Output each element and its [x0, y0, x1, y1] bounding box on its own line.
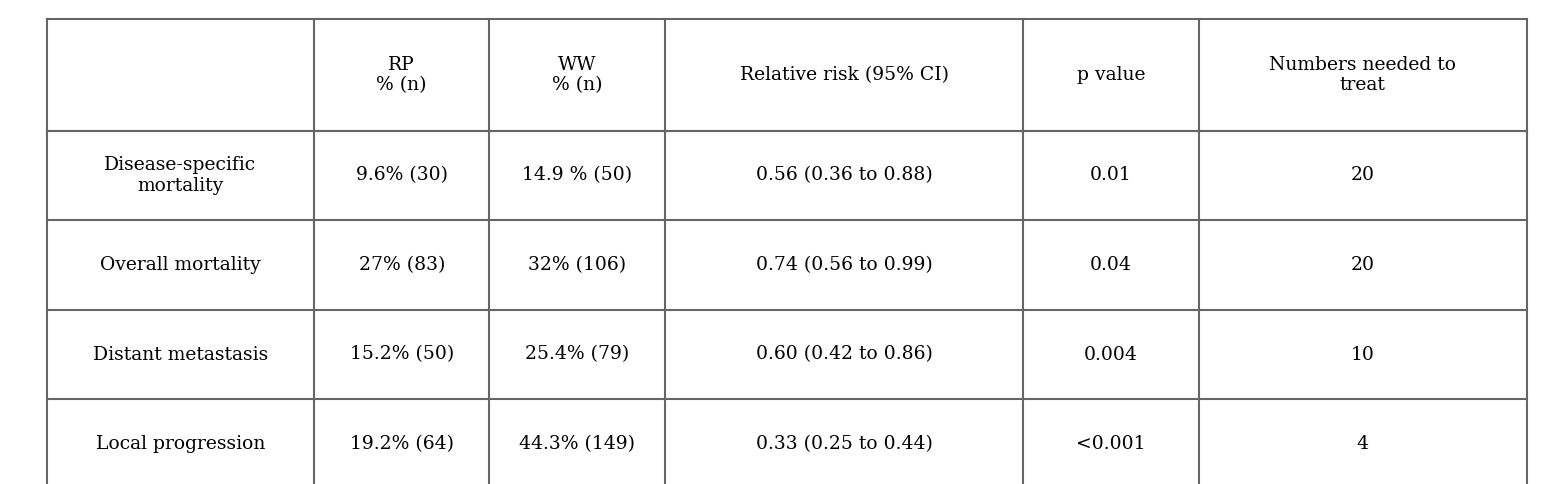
Text: WW
% (n): WW % (n) [551, 56, 603, 94]
Text: Local progression: Local progression [96, 435, 265, 453]
Text: Relative risk (95% CI): Relative risk (95% CI) [739, 66, 949, 84]
Text: 0.60 (0.42 to 0.86): 0.60 (0.42 to 0.86) [756, 346, 933, 363]
Text: 20: 20 [1351, 256, 1375, 274]
Text: 4: 4 [1356, 435, 1369, 453]
Text: 0.01: 0.01 [1090, 166, 1132, 184]
Text: 19.2% (64): 19.2% (64) [349, 435, 454, 453]
Text: Numbers needed to
treat: Numbers needed to treat [1270, 56, 1456, 94]
Text: 0.004: 0.004 [1084, 346, 1138, 363]
Text: 0.33 (0.25 to 0.44): 0.33 (0.25 to 0.44) [756, 435, 933, 453]
Text: 0.74 (0.56 to 0.99): 0.74 (0.56 to 0.99) [756, 256, 932, 274]
Text: 32% (106): 32% (106) [528, 256, 626, 274]
Text: 15.2% (50): 15.2% (50) [349, 346, 454, 363]
Text: <0.001: <0.001 [1076, 435, 1146, 453]
Text: 20: 20 [1351, 166, 1375, 184]
Text: 14.9 % (50): 14.9 % (50) [521, 166, 633, 184]
Text: RP
% (n): RP % (n) [376, 56, 428, 94]
Text: 25.4% (79): 25.4% (79) [525, 346, 630, 363]
Text: Distant metastasis: Distant metastasis [92, 346, 268, 363]
Text: 10: 10 [1351, 346, 1375, 363]
Text: 44.3% (149): 44.3% (149) [520, 435, 636, 453]
Text: 0.56 (0.36 to 0.88): 0.56 (0.36 to 0.88) [756, 166, 932, 184]
Text: 0.04: 0.04 [1090, 256, 1132, 274]
Text: 9.6% (30): 9.6% (30) [355, 166, 448, 184]
Text: Disease-specific
mortality: Disease-specific mortality [105, 156, 257, 195]
Text: p value: p value [1077, 66, 1145, 84]
Text: Overall mortality: Overall mortality [100, 256, 262, 274]
Text: 27% (83): 27% (83) [359, 256, 445, 274]
